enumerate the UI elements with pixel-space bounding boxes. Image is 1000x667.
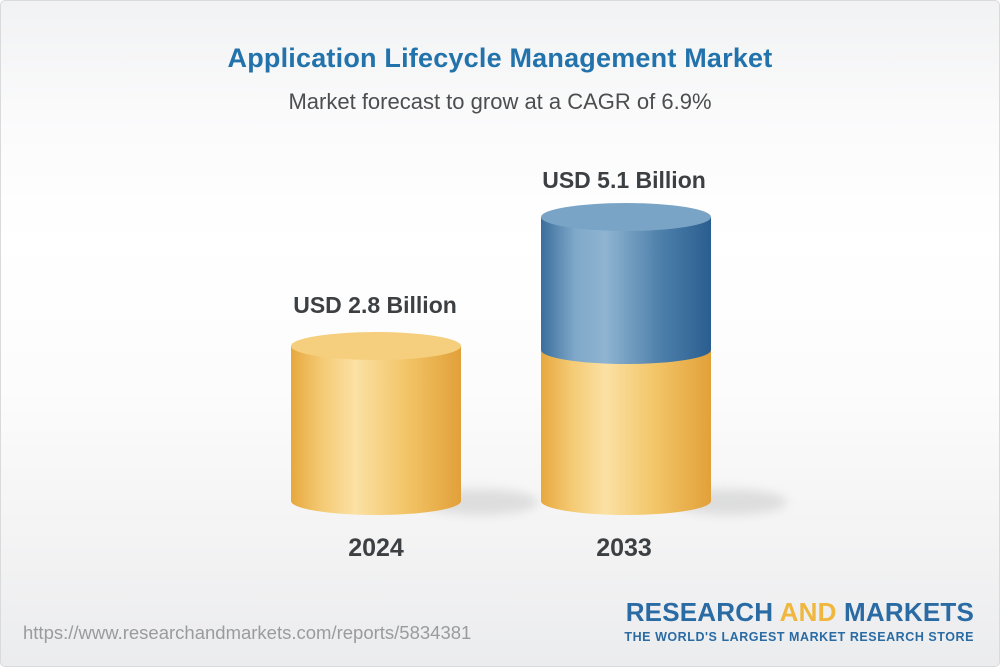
logo-word-and: AND [779,597,837,627]
report-url: https://www.researchandmarkets.com/repor… [23,622,472,643]
logo-tagline: THE WORLD'S LARGEST MARKET RESEARCH STOR… [624,630,974,644]
axis-label-2024: 2024 [348,534,404,562]
value-label-2033: USD 5.1 Billion [542,167,706,193]
logo-word-markets: MARKETS [844,597,974,627]
research-and-markets-logo: RESEARCH AND MARKETS THE WORLD'S LARGEST… [624,597,974,644]
value-label-2024: USD 2.8 Billion [293,292,457,318]
chart-subtitle: Market forecast to grow at a CAGR of 6.9… [288,89,712,114]
bar-2024-cylinder [291,332,461,515]
bar-2033-cylinder [541,203,711,515]
axis-label-2033: 2033 [596,534,652,562]
page-title: Application Lifecycle Management Market [227,43,773,73]
logo-word-research: RESEARCH [625,597,774,627]
logo-wordmark: RESEARCH AND MARKETS [624,597,974,628]
